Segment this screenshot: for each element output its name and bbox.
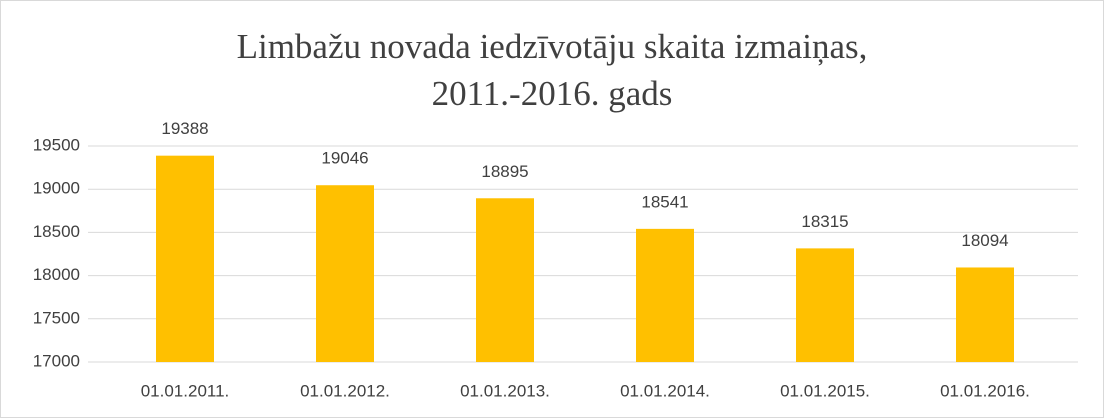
chart-title: Limbažu novada iedzīvotāju skaita izmaiņ…	[237, 27, 868, 66]
data-label: 19046	[321, 149, 368, 168]
y-tick-label: 18500	[33, 222, 80, 241]
bar	[156, 155, 214, 362]
y-tick-label: 19500	[33, 135, 80, 154]
bar	[796, 248, 854, 362]
x-tick-label: 01.01.2013.	[460, 381, 550, 400]
x-tick-label: 01.01.2016.	[940, 381, 1030, 400]
bar	[956, 267, 1014, 362]
x-tick-label: 01.01.2015.	[780, 381, 870, 400]
data-label: 18094	[961, 231, 1008, 250]
data-label: 18541	[641, 192, 688, 211]
y-tick-label: 17000	[33, 351, 80, 370]
y-tick-label: 18000	[33, 265, 80, 284]
chart-title: 2011.-2016. gads	[432, 74, 673, 113]
bar	[636, 228, 694, 362]
data-label: 19388	[161, 119, 208, 138]
x-tick-label: 01.01.2011.	[141, 381, 230, 400]
bar	[476, 198, 534, 362]
y-tick-label: 17500	[33, 308, 80, 327]
bar	[316, 185, 374, 362]
x-tick-label: 01.01.2012.	[300, 381, 390, 400]
x-tick-label: 01.01.2014.	[620, 381, 710, 400]
data-label: 18315	[801, 212, 848, 231]
data-label: 18895	[481, 162, 528, 181]
y-tick-label: 19000	[33, 179, 80, 198]
